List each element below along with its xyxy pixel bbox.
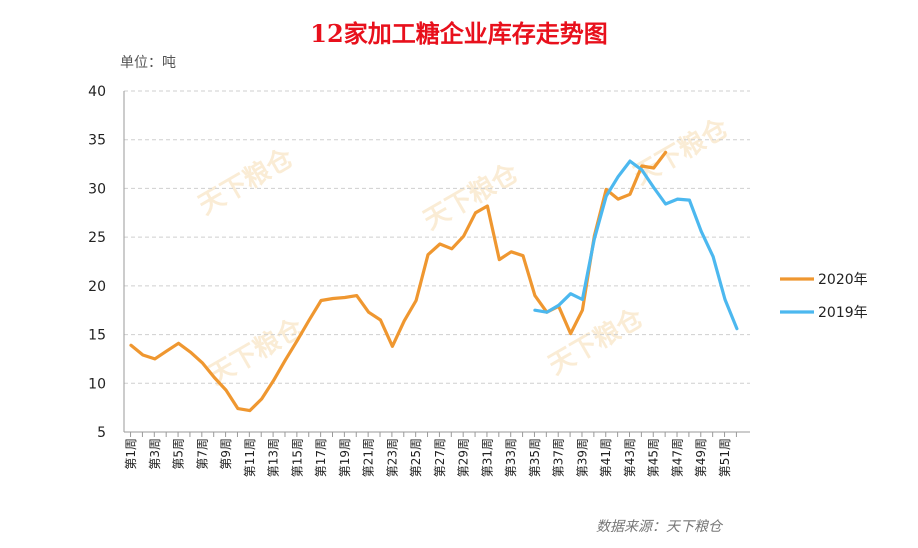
watermark-text: 天下粮仓 — [193, 142, 299, 221]
x-tick-label: 第21周 — [362, 438, 376, 477]
x-tick-label: 第43周 — [623, 438, 637, 477]
y-tick-label: 35 — [88, 133, 106, 149]
x-tick-label: 第13周 — [267, 438, 281, 477]
x-tick-label: 第49周 — [694, 438, 708, 477]
x-axis: 第1周 第3周 第5周 第7周 第9周 第11周 第13周 第15周 第17周 第19周 第21周第… — [124, 431, 750, 477]
x-tick-label: 第19周 — [338, 438, 352, 477]
x-tick-label: 第25周 — [409, 438, 423, 477]
x-tick-label: 第11周 — [243, 438, 257, 477]
x-tick-label: 第47周 — [670, 438, 684, 477]
x-tick-label: 第9周 — [219, 438, 233, 470]
x-tick-label: 第37周 — [552, 438, 566, 477]
x-tick-label: 第1周 — [124, 438, 138, 470]
x-tick-label: 第7周 — [195, 438, 209, 470]
chart-title: 12家加工糖企业库存走势图 — [310, 19, 608, 48]
y-axis: 5 10 15 20 25 30 35 40 — [88, 84, 125, 441]
x-tick-label: 第5周 — [172, 438, 186, 470]
series-line — [533, 159, 739, 331]
y-tick-label: 10 — [88, 376, 106, 392]
x-tick-label: 第39周 — [575, 438, 589, 477]
source-note: 数据来源：天下粮仓 — [596, 519, 722, 535]
unit-label: 单位：吨 — [120, 55, 176, 71]
x-tick-label: 第27周 — [433, 438, 447, 477]
y-tick-label: 5 — [97, 425, 106, 441]
watermark-text: 天下粮仓 — [203, 312, 309, 391]
x-tick-label: 第45周 — [647, 438, 661, 477]
x-tick-label: 第41周 — [599, 438, 613, 477]
x-tick-label: 第15周 — [290, 438, 304, 477]
watermark-text: 天下粮仓 — [543, 302, 649, 381]
y-tick-label: 20 — [88, 279, 106, 295]
x-tick-label: 第29周 — [457, 438, 471, 477]
x-tick-label: 第17周 — [314, 438, 328, 477]
grid-lines — [124, 90, 750, 384]
y-tick-label: 30 — [88, 181, 106, 197]
series-line — [129, 150, 668, 413]
x-tick-label: 第51周 — [718, 438, 732, 477]
x-tick-label: 第3周 — [148, 438, 162, 470]
watermark-text: 天下粮仓 — [628, 112, 734, 191]
y-tick-label: 40 — [88, 84, 106, 100]
x-tick-label: 第31周 — [480, 438, 494, 477]
y-tick-label: 15 — [88, 328, 106, 344]
legend-label: 2019年 — [818, 305, 868, 321]
x-tick-label: 第33周 — [504, 438, 518, 477]
series-lines — [129, 150, 739, 413]
x-tick-label: 第23周 — [385, 438, 399, 477]
x-tick-label: 第35周 — [528, 438, 542, 477]
legend-label: 2020年 — [818, 272, 868, 288]
y-tick-label: 25 — [88, 230, 106, 246]
legend: 2020年 2019年 — [780, 272, 868, 321]
